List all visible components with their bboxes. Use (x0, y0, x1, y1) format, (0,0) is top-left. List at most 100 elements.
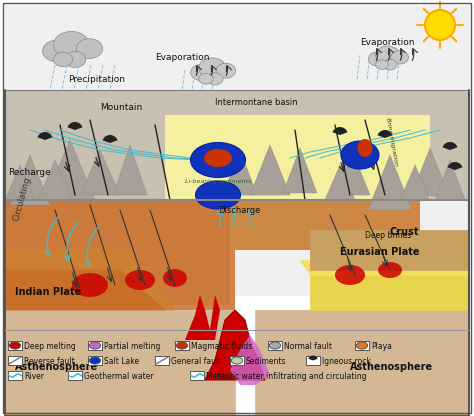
Ellipse shape (163, 269, 187, 287)
FancyBboxPatch shape (88, 356, 102, 365)
Ellipse shape (204, 149, 232, 167)
Ellipse shape (64, 51, 86, 67)
Ellipse shape (199, 73, 213, 84)
Ellipse shape (375, 46, 400, 64)
Text: Magmatic fluids: Magmatic fluids (191, 342, 252, 351)
FancyBboxPatch shape (190, 371, 204, 380)
Polygon shape (300, 260, 469, 275)
Polygon shape (10, 155, 50, 205)
Polygon shape (223, 150, 257, 195)
Text: Deep brines: Deep brines (365, 231, 411, 240)
Text: Precipitation: Precipitation (68, 75, 125, 84)
Ellipse shape (341, 141, 379, 169)
FancyBboxPatch shape (8, 341, 22, 350)
Polygon shape (5, 310, 235, 415)
Text: Mountain: Mountain (100, 103, 142, 112)
Ellipse shape (195, 181, 240, 209)
Wedge shape (447, 162, 463, 170)
FancyBboxPatch shape (355, 341, 369, 350)
Text: Asthenosphere: Asthenosphere (350, 362, 433, 372)
Wedge shape (37, 132, 53, 140)
Text: Indian Plate: Indian Plate (15, 287, 81, 297)
Polygon shape (435, 160, 465, 200)
Ellipse shape (383, 59, 397, 70)
Polygon shape (205, 310, 265, 380)
Polygon shape (310, 230, 469, 270)
Circle shape (425, 10, 455, 40)
Text: Recharge: Recharge (8, 168, 51, 177)
Polygon shape (230, 335, 270, 385)
FancyBboxPatch shape (268, 341, 282, 350)
Polygon shape (5, 90, 469, 200)
Polygon shape (38, 160, 72, 200)
Ellipse shape (54, 32, 90, 59)
Ellipse shape (176, 342, 188, 349)
Ellipse shape (375, 60, 388, 69)
Text: Sediments: Sediments (246, 357, 286, 366)
FancyBboxPatch shape (8, 371, 22, 380)
Ellipse shape (43, 40, 72, 62)
Ellipse shape (391, 51, 409, 64)
FancyBboxPatch shape (230, 356, 244, 365)
Polygon shape (255, 310, 469, 415)
Ellipse shape (356, 342, 368, 349)
FancyBboxPatch shape (306, 356, 320, 365)
Text: Meteoric water infiltrating and circulating: Meteoric water infiltrating and circulat… (206, 372, 366, 381)
Ellipse shape (368, 52, 388, 66)
Ellipse shape (9, 342, 20, 349)
Text: Eurasian Plate: Eurasian Plate (340, 247, 419, 257)
Text: River: River (24, 372, 44, 381)
FancyBboxPatch shape (175, 341, 189, 350)
Ellipse shape (125, 270, 155, 290)
Polygon shape (80, 150, 120, 195)
Wedge shape (377, 130, 392, 138)
Text: Playa: Playa (371, 342, 392, 351)
Ellipse shape (76, 39, 102, 59)
Polygon shape (5, 270, 165, 310)
Ellipse shape (199, 58, 226, 78)
Polygon shape (325, 165, 355, 200)
Polygon shape (5, 5, 469, 295)
Ellipse shape (90, 342, 100, 349)
Ellipse shape (216, 63, 236, 78)
Text: Li-bearing sediments: Li-bearing sediments (185, 179, 251, 184)
Polygon shape (165, 115, 310, 200)
Ellipse shape (191, 64, 212, 81)
Text: Evaporation: Evaporation (360, 38, 414, 47)
Text: Discharge: Discharge (218, 206, 260, 215)
Text: Crust: Crust (390, 227, 419, 237)
FancyBboxPatch shape (8, 356, 22, 365)
Ellipse shape (335, 265, 365, 285)
Polygon shape (330, 145, 370, 195)
Text: Igneous rock: Igneous rock (322, 357, 371, 366)
Polygon shape (5, 165, 35, 200)
Polygon shape (411, 148, 449, 196)
Text: Deep melting: Deep melting (24, 342, 76, 351)
Polygon shape (5, 250, 175, 310)
Ellipse shape (90, 357, 100, 364)
FancyBboxPatch shape (155, 356, 169, 365)
Text: General fault: General fault (171, 357, 221, 366)
Text: Intermontane basin: Intermontane basin (215, 98, 298, 107)
Ellipse shape (231, 357, 243, 364)
Ellipse shape (378, 262, 402, 278)
FancyBboxPatch shape (68, 371, 82, 380)
Polygon shape (368, 155, 412, 210)
Ellipse shape (357, 139, 373, 157)
Polygon shape (45, 140, 95, 200)
Text: Normal fault: Normal fault (284, 342, 332, 351)
Wedge shape (67, 122, 82, 130)
Ellipse shape (191, 143, 246, 178)
Text: Brine migration: Brine migration (385, 117, 399, 166)
Polygon shape (230, 195, 420, 265)
Wedge shape (332, 127, 347, 135)
Wedge shape (443, 142, 457, 150)
Ellipse shape (72, 273, 108, 297)
Wedge shape (102, 135, 118, 143)
Polygon shape (310, 115, 430, 200)
Ellipse shape (269, 342, 281, 349)
Text: Salt Lake: Salt Lake (104, 357, 139, 366)
Text: Geothermal water: Geothermal water (84, 372, 154, 381)
Ellipse shape (54, 52, 73, 67)
Polygon shape (400, 165, 430, 200)
